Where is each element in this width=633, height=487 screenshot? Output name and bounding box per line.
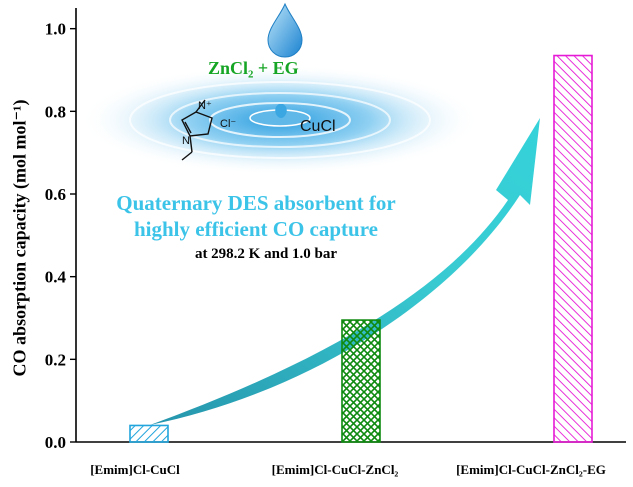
y-axis-label: CO absorption capacity (mol mol⁻¹): [9, 99, 30, 377]
imidazolium-structure: [181, 99, 213, 161]
bar-emim-cucl-zncl2-eg: [553, 54, 593, 443]
annotation-title-line-2: highly efficient CO capture: [133, 217, 378, 241]
ring-n-label: N: [182, 135, 190, 147]
anion-label: Cl⁻: [220, 118, 237, 130]
y-tick-label: 0.4: [45, 268, 67, 287]
x-tick-label-emim-cucl-zncl2: [Emim]Cl-CuCl-ZnCl₂: [271, 462, 399, 477]
bar-emim-cucl: [129, 424, 169, 443]
annotation-title-line-1: Quaternary DES absorbent for: [116, 191, 396, 215]
cation-n-label: N⁺: [198, 100, 212, 112]
bar-emim-cucl-zncl2: [341, 319, 381, 443]
water-drop-icon: [267, 2, 303, 58]
y-tick-label: 0.6: [45, 185, 66, 204]
annotation-conditions: at 298.2 K and 1.0 bar: [194, 246, 338, 262]
y-tick-label: 0.0: [45, 433, 66, 452]
annotation-title: Quaternary DES absorbent for highly effi…: [96, 190, 416, 242]
y-tick-label: 0.2: [45, 350, 66, 369]
y-tick-label: 1.0: [45, 20, 66, 39]
salt-label: CuCl: [300, 118, 336, 135]
y-tick-label: 0.8: [45, 102, 66, 121]
reagent-label: ZnCl₂ + EG: [208, 58, 299, 78]
x-tick-label-emim-cucl: [Emim]Cl-CuCl: [90, 462, 180, 477]
water-splash-illustration: [80, 65, 480, 175]
x-tick-label-emim-cucl-zncl2-eg: [Emim]Cl-CuCl-ZnCl₂-EG: [456, 462, 606, 477]
